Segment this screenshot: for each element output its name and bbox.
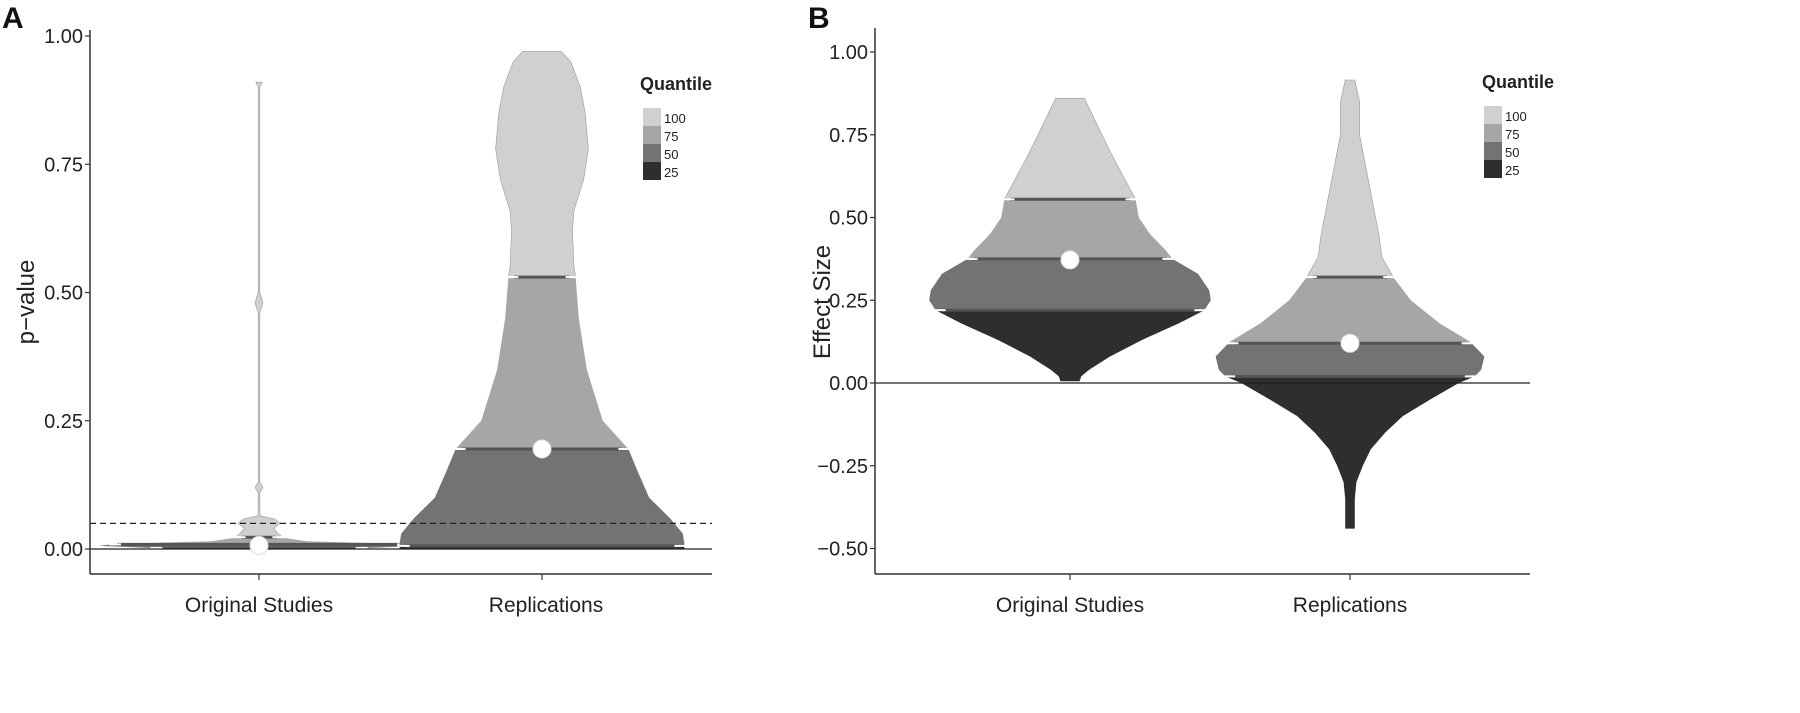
violin-band-q75-replications [1228,277,1472,344]
panel-a-pvalue-chart: 0.00 0.25 0.50 0.75 1.00 A p−value Original S… [2,2,712,617]
plot-area-b: −0.50 −0.25 0.00 0.25 0.50 0.75 1.00 [817,28,1530,580]
violin-band-q100-original-studies [1003,98,1137,200]
violin-band-q25-replications [1225,376,1475,529]
y-tick-label: 0.50 [829,208,868,230]
y-tick-label: 0.75 [44,154,83,176]
y-tick-label: 0.75 [829,125,868,147]
y-tick-label: 0.25 [44,411,83,433]
x-tick-label-replications-b: Replications [1293,594,1407,617]
panel-label-b: B [808,2,830,35]
legend-label-50-a: 50 [664,147,678,162]
y-tick-label: 1.00 [44,26,83,48]
legend-swatch-100 [643,108,661,126]
violin-band-q25-original-studies [935,310,1205,382]
violin-band-q75-replications [455,277,629,449]
legend-label-25-a: 25 [664,165,678,180]
legend-label-25-b: 25 [1505,163,1519,178]
legend-swatch-50 [1484,142,1502,160]
legend-swatch-25 [1484,160,1502,178]
center-point-original-studies [249,535,269,555]
center-point-original-studies [1060,250,1080,270]
legend-swatch-25 [643,162,661,180]
panel-label-a: A [2,2,24,35]
violin-band-q100-original-studies [234,81,284,538]
x-tick-label-replications-a: Replications [489,594,603,617]
x-tick-label-original-a: Original Studies [185,594,333,617]
legend-label-100-b: 100 [1505,109,1527,124]
legend-swatch-100 [1484,106,1502,124]
violin-band-q100-replications [495,51,589,278]
legend-a: Quantile 100 75 50 25 [640,74,712,180]
y-tick-label: 0.25 [829,290,868,312]
center-point-replications [1340,333,1360,353]
y-axis-label-b: Effect Size [809,245,836,359]
y-tick-label: 0.00 [44,539,83,561]
legend-swatch-75 [1484,124,1502,142]
violin-band-q75-original-studies [967,199,1173,259]
legend-b: Quantile 100 75 50 25 [1482,72,1554,178]
y-axis-label-a: p−value [13,260,40,345]
legend-title-a: Quantile [640,74,712,94]
y-tick-label: 0.00 [829,373,868,395]
violin-band-q50-replications [1215,343,1485,377]
violin-band-q50-replications [399,449,685,546]
y-tick-label: −0.50 [817,539,868,561]
legend-label-100-a: 100 [664,111,686,126]
y-tick-label: 1.00 [829,42,868,64]
center-point-replications [532,439,552,459]
violin-band-q100-replications [1306,79,1394,278]
panel-b-effect-size-chart: −0.50 −0.25 0.00 0.25 0.50 0.75 1.00 B Effect S… [808,2,1554,617]
legend-label-75-a: 75 [664,129,678,144]
legend-label-50-b: 50 [1505,145,1519,160]
y-tick-label: 0.50 [44,283,83,305]
x-tick-label-original-b: Original Studies [996,594,1144,617]
legend-swatch-75 [643,126,661,144]
y-tick-label: −0.25 [817,456,868,478]
legend-label-75-b: 75 [1505,127,1519,142]
legend-title-b: Quantile [1482,72,1554,92]
legend-swatch-50 [643,144,661,162]
violin-band-q50-original-studies [929,258,1211,311]
plot-area-a: 0.00 0.25 0.50 0.75 1.00 [44,26,712,580]
